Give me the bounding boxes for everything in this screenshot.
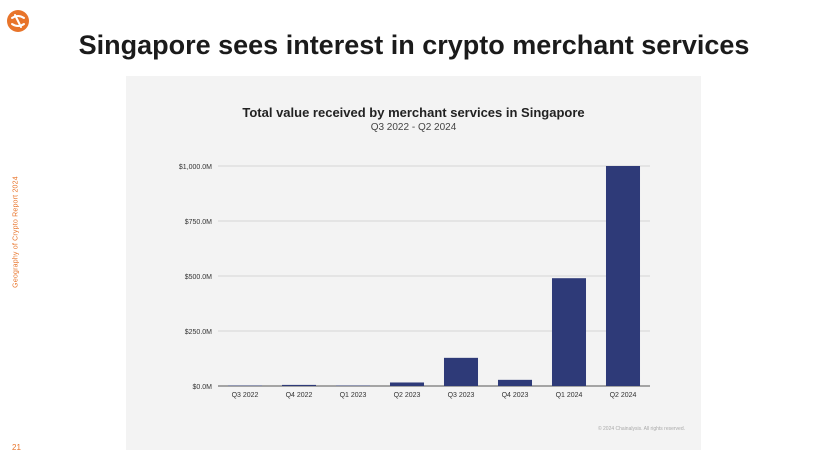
x-tick-label: Q4 2023 (502, 392, 529, 399)
bar (443, 357, 479, 386)
bar (605, 166, 641, 386)
report-side-label: Geography of Crypto Report 2024 (12, 176, 20, 288)
copyright-text: © 2024 Chainalysis. All rights reserved. (597, 426, 685, 432)
x-tick-label: Q1 2023 (340, 392, 367, 399)
x-tick-label: Q4 2022 (286, 392, 313, 399)
bar (497, 379, 533, 386)
y-tick-label: $500.0M (185, 274, 212, 281)
page-number: 21 (12, 443, 21, 452)
page-title: Singapore sees interest in crypto mercha… (78, 30, 750, 60)
y-tick-label: $1,000.0M (179, 164, 212, 171)
bar (281, 384, 317, 386)
x-tick-label: Q2 2023 (394, 392, 421, 399)
x-tick-label: Q2 2024 (610, 392, 637, 399)
y-tick-label: $250.0M (185, 329, 212, 336)
chart-title: Total value received by merchant service… (242, 105, 585, 120)
bar (551, 278, 587, 386)
x-tick-label: Q3 2023 (448, 392, 475, 399)
x-tick-label: Q3 2022 (232, 392, 259, 399)
y-tick-label: $0.0M (193, 384, 213, 391)
bar (389, 382, 425, 386)
x-tick-label: Q1 2024 (556, 392, 583, 399)
bar-chart: $0.0M $250.0M $500.0M $750.0M $1,000.0M Q3 20… (179, 164, 650, 399)
chart-subtitle: Q3 2022 - Q2 2024 (370, 122, 457, 133)
y-tick-label: $750.0M (185, 219, 212, 226)
chart-panel: Total value received by merchant service… (126, 76, 701, 450)
chainalysis-logo-icon (7, 10, 29, 32)
